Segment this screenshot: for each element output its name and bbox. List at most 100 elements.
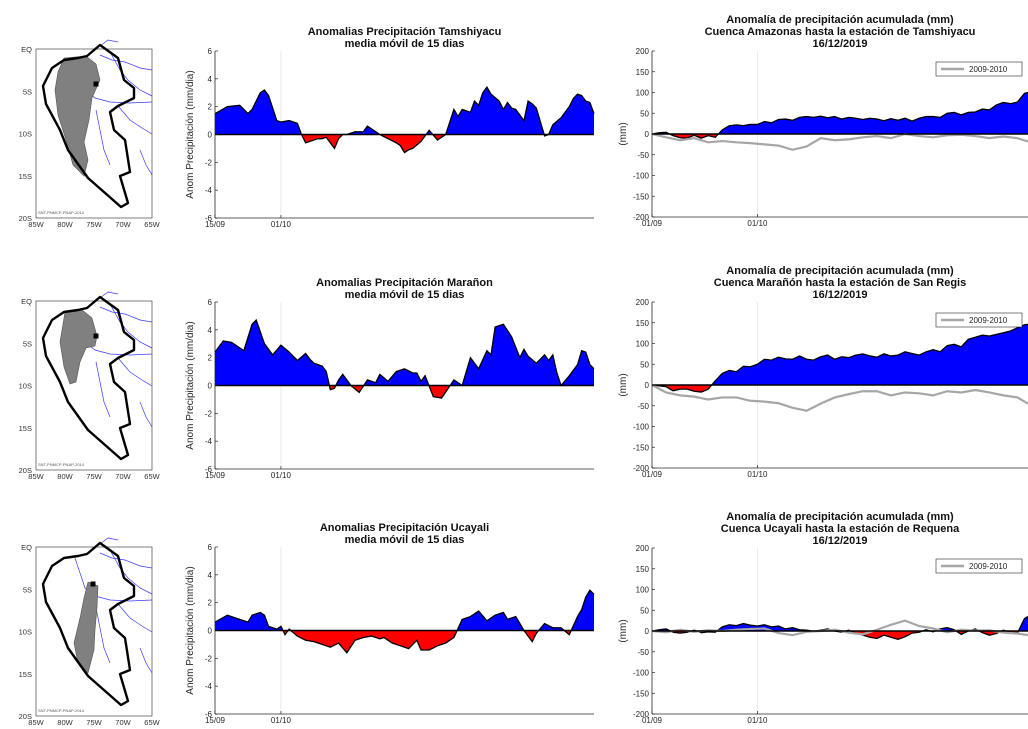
x-tick-label: 01/10: [271, 220, 292, 229]
legend: 2009-2010: [935, 312, 1023, 328]
y-tick-label: 2: [208, 103, 213, 112]
map-lat-tick: EQ: [21, 45, 32, 54]
map-lat-tick: 15S: [19, 424, 32, 433]
river-line: [95, 607, 111, 664]
legend-label: 2009-2010: [969, 562, 1008, 571]
map-credit: SNT-PNMCP-PNAP-2014: [38, 462, 85, 467]
positive-anomaly-area: [652, 92, 1028, 134]
map-lon-tick: 80W: [57, 472, 73, 481]
y-tick-label: 0: [208, 131, 213, 140]
river-line: [109, 51, 153, 97]
chart-title-line: Cuenca Marañón hasta la estación de San …: [714, 277, 966, 289]
map-lat-tick: EQ: [21, 543, 32, 552]
series-line-2019: [651, 91, 1028, 139]
chart-anom-maranon: -6 -4 -2 0 2 4 6 15/09 01/10 Anom Precipitación (…: [185, 277, 595, 480]
map-lon-tick: 65W: [144, 472, 160, 481]
map-lon-tick: 70W: [115, 718, 131, 727]
chart-title-line: media móvil de 15 dias: [345, 534, 465, 546]
river-line: [99, 537, 119, 545]
y-tick-label: -2: [205, 158, 213, 167]
x-tick-label: 01/09: [642, 716, 663, 725]
y-tick-label: -6: [205, 465, 213, 474]
series-line-anomaly: [214, 86, 595, 154]
positive-anomaly-area: [652, 324, 1028, 385]
legend-label: 2009-2010: [969, 316, 1008, 325]
map-lon-tick: 75W: [86, 472, 102, 481]
river-line: [139, 401, 153, 428]
negative-anomaly-area: [215, 134, 594, 153]
y-tick-label: -50: [637, 402, 649, 411]
y-tick-label: -50: [637, 151, 649, 160]
river-line: [109, 303, 153, 349]
y-axis-label: Anom Precipitación (mm/dia): [185, 70, 196, 198]
river-line: [99, 39, 119, 47]
y-axis-label: Anom Precipitación (mm/dia): [185, 566, 196, 694]
map-credit: SNT-PNMCP-PNAP-2014: [38, 210, 85, 215]
river-line: [139, 149, 153, 176]
y-tick-label: -6: [205, 710, 213, 719]
map-lat-tick: 5S: [23, 339, 32, 348]
y-tick-label: 200: [636, 298, 650, 307]
legend-box: [935, 312, 1023, 328]
station-marker: [93, 81, 99, 87]
map-lat-tick: 15S: [19, 670, 32, 679]
x-tick-label: 01/10: [747, 716, 768, 725]
y-tick-label: -2: [205, 654, 213, 663]
chart-anom-tamshiyacu: -6 -4 -2 0 2 4 6 15/09 01/10 Anom Precipitación (…: [185, 26, 595, 229]
chart-title-line: Anomalía de precipitación acumulada (mm): [726, 511, 954, 523]
negative-anomaly-area: [652, 631, 1028, 640]
map-lat-tick: 10S: [19, 130, 32, 139]
map-lat-tick: 10S: [19, 382, 32, 391]
peru-outline: [41, 43, 136, 209]
y-tick-label: 100: [636, 586, 650, 595]
y-tick-label: 100: [636, 340, 650, 349]
y-tick-label: 6: [208, 543, 213, 552]
river-line: [139, 647, 153, 674]
map-lat-tick: 5S: [23, 585, 32, 594]
y-tick-label: 0: [645, 381, 650, 390]
x-tick-label: 15/09: [205, 471, 226, 480]
map-lat-tick: EQ: [21, 297, 32, 306]
y-tick-label: 2: [208, 354, 213, 363]
y-tick-label: 100: [636, 89, 650, 98]
basin-area: [73, 581, 99, 674]
chart-title-line: Anomalía de precipitación acumulada (mm): [726, 265, 954, 277]
positive-anomaly-area: [652, 616, 1028, 631]
y-tick-label: -4: [205, 682, 213, 691]
map-lon-tick: 75W: [86, 718, 102, 727]
map-lat-tick: 15S: [19, 172, 32, 181]
y-tick-label: -200: [633, 464, 650, 473]
basin-area: [54, 55, 101, 177]
series-line-2019: [651, 323, 1028, 393]
y-tick-label: 50: [640, 606, 649, 615]
river-line: [117, 105, 153, 135]
river-line: [99, 291, 119, 299]
river-line: [117, 603, 153, 633]
map-lon-tick: 85W: [28, 220, 44, 229]
y-tick-label: 2: [208, 599, 213, 608]
map-lat-tick: 20S: [19, 712, 32, 721]
peru-outline: [41, 295, 136, 461]
y-tick-label: 6: [208, 298, 213, 307]
y-axis-label: (mm): [618, 619, 629, 642]
x-tick-label: 01/10: [747, 470, 768, 479]
map-lon-tick: 85W: [28, 472, 44, 481]
station-marker: [93, 333, 99, 339]
station-marker: [90, 581, 96, 587]
river-line: [95, 109, 111, 166]
y-tick-label: 50: [640, 109, 649, 118]
chart-title-line: Cuenca Amazonas hasta la estación de Tam…: [705, 26, 976, 38]
negative-anomaly-area: [215, 630, 594, 653]
river-line: [117, 357, 153, 387]
chart-acum-ucayali: -200 -150 -100 -50 0 50 100 150 200 01/09 01/10 (mm…: [618, 511, 1028, 725]
y-tick-label: -100: [633, 669, 650, 678]
map-lon-tick: 80W: [57, 220, 73, 229]
y-tick-label: -200: [633, 710, 650, 719]
x-tick-label: 01/10: [271, 716, 292, 725]
positive-anomaly-area: [215, 320, 594, 386]
y-tick-label: 150: [636, 68, 650, 77]
map-lat-tick: 20S: [19, 214, 32, 223]
y-tick-label: -6: [205, 214, 213, 223]
